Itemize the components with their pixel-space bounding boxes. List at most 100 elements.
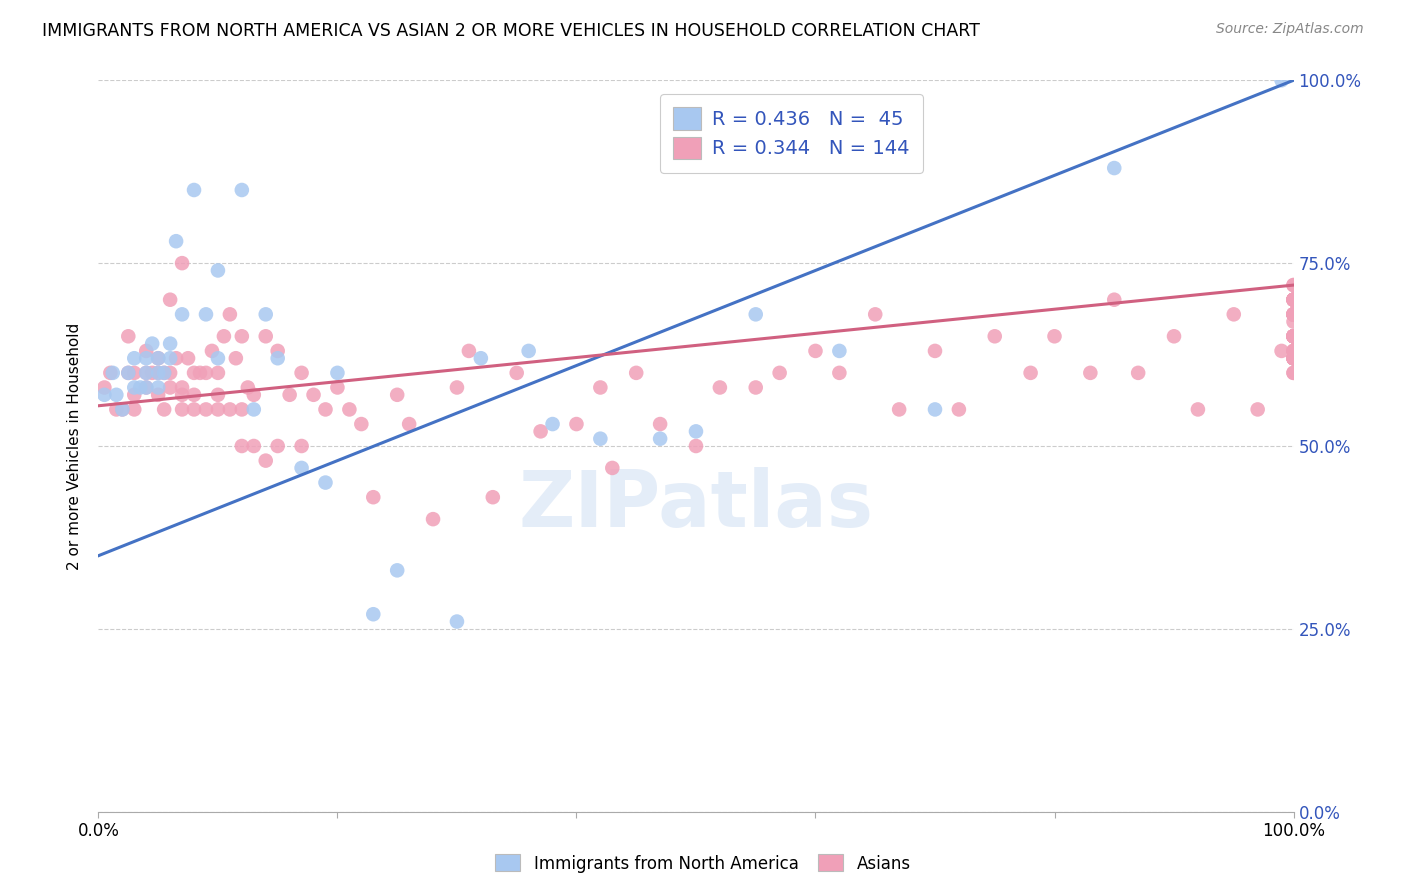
Point (207, 402, 229, 417)
Point (172, 388, 194, 402)
Point (984, 329, 1007, 343)
Point (105, 388, 128, 402)
Point (93, 388, 115, 402)
Point (153, 366, 176, 380)
Point (1043, 329, 1066, 343)
Point (159, 380, 181, 394)
Point (948, 402, 970, 417)
Point (183, 388, 205, 402)
Point (231, 439, 253, 453)
Point (236, 380, 259, 394)
Point (124, 351, 146, 366)
Point (924, 343, 946, 358)
Point (768, 366, 790, 380)
Point (1104, 161, 1126, 175)
Point (291, 366, 314, 380)
Point (1282, 351, 1305, 366)
Point (207, 388, 229, 402)
Point (267, 439, 290, 453)
Point (278, 388, 301, 402)
Point (1104, 293, 1126, 307)
Point (1223, 307, 1246, 321)
Point (1282, 307, 1305, 321)
Point (506, 366, 529, 380)
Point (1282, 366, 1305, 380)
Point (1282, 343, 1305, 358)
Point (1282, 351, 1305, 366)
Point (172, 307, 194, 321)
Point (589, 380, 612, 394)
Point (1163, 329, 1185, 343)
Point (141, 366, 163, 380)
Point (231, 183, 253, 197)
Point (124, 366, 146, 380)
Point (1282, 293, 1305, 307)
Point (1282, 329, 1305, 343)
Point (589, 432, 612, 446)
Point (165, 351, 187, 366)
Legend: Immigrants from North America, Asians: Immigrants from North America, Asians (488, 847, 918, 880)
Point (135, 366, 157, 380)
Point (153, 366, 176, 380)
Point (1282, 329, 1305, 343)
Point (517, 343, 540, 358)
Point (1282, 329, 1305, 343)
Point (172, 256, 194, 270)
Point (1282, 293, 1305, 307)
Point (1282, 307, 1305, 321)
Point (1282, 351, 1305, 366)
Point (326, 366, 349, 380)
Point (1187, 402, 1209, 417)
Point (129, 380, 152, 394)
Point (648, 417, 672, 431)
Point (267, 351, 290, 366)
Point (745, 380, 768, 394)
Point (350, 417, 373, 431)
Point (446, 380, 468, 394)
Point (195, 402, 218, 417)
Point (267, 343, 290, 358)
Point (315, 475, 337, 490)
Point (1282, 329, 1305, 343)
Point (1282, 307, 1305, 321)
Point (1282, 307, 1305, 321)
Point (1282, 307, 1305, 321)
Point (135, 351, 157, 366)
Point (1282, 307, 1305, 321)
Text: Source: ZipAtlas.com: Source: ZipAtlas.com (1216, 22, 1364, 37)
Point (398, 417, 420, 431)
Point (1282, 293, 1305, 307)
Point (159, 293, 181, 307)
Point (183, 402, 205, 417)
Point (1282, 329, 1305, 343)
Point (291, 439, 314, 453)
Point (1282, 329, 1305, 343)
Point (159, 366, 181, 380)
Point (1282, 329, 1305, 343)
Point (183, 366, 205, 380)
Point (1019, 366, 1042, 380)
Point (254, 307, 277, 321)
Point (302, 388, 325, 402)
Point (565, 417, 588, 431)
Point (117, 366, 139, 380)
Point (177, 351, 200, 366)
Point (1282, 293, 1305, 307)
Point (1282, 329, 1305, 343)
Point (183, 183, 205, 197)
Point (1282, 293, 1305, 307)
Point (685, 425, 707, 439)
Point (422, 512, 444, 526)
Point (363, 490, 385, 504)
Point (1282, 343, 1305, 358)
Point (148, 351, 170, 366)
Point (159, 351, 181, 366)
Point (1282, 307, 1305, 321)
Point (1282, 351, 1305, 366)
Point (315, 402, 337, 417)
Point (105, 402, 128, 417)
Point (207, 366, 229, 380)
Point (1282, 307, 1305, 321)
Point (148, 388, 170, 402)
Point (1271, 343, 1294, 358)
